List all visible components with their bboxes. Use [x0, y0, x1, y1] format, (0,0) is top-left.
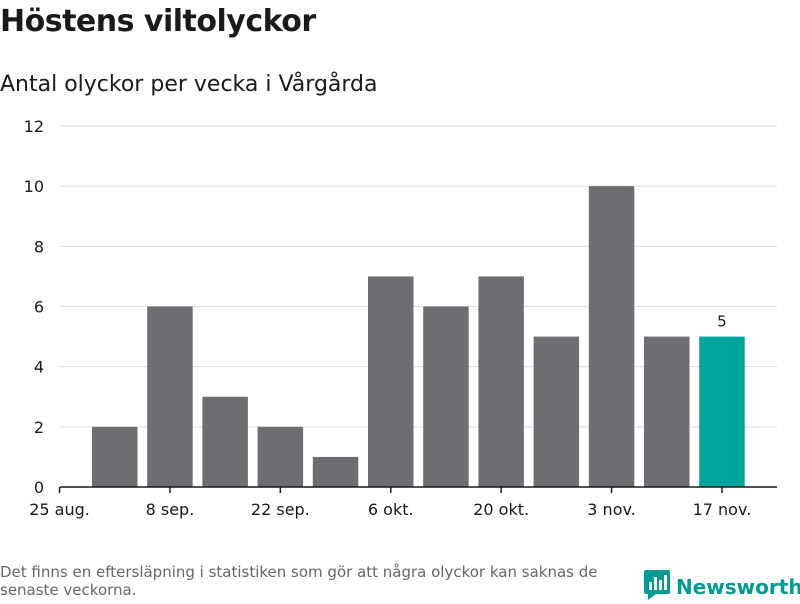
x-tick-label: 3 nov.	[587, 500, 636, 519]
data-labels: 5	[717, 313, 727, 331]
y-tick-label: 10	[24, 177, 44, 196]
y-tick-label: 6	[34, 298, 44, 317]
footnote: Det finns en eftersläpning i statistiken…	[0, 563, 598, 599]
x-tick-label: 8 sep.	[146, 500, 195, 519]
bar	[644, 336, 690, 487]
x-tick-label: 17 nov.	[693, 500, 752, 519]
x-tick-label: 20 okt.	[473, 500, 529, 519]
newsworthy-logo-icon	[644, 570, 670, 604]
bar	[257, 426, 304, 487]
brand-logo[interactable]: Newsworthy	[644, 570, 800, 604]
bar	[533, 336, 580, 487]
bar	[478, 276, 524, 487]
x-tick-label: 6 okt.	[368, 500, 414, 519]
x-tick-label: 22 sep.	[251, 500, 310, 519]
bar	[423, 306, 469, 487]
brand-name: Newsworthy	[676, 575, 800, 599]
y-tick-label: 2	[34, 418, 44, 437]
y-tick-label: 0	[34, 478, 44, 497]
bar	[147, 306, 193, 487]
y-tick-label: 12	[24, 117, 44, 136]
chart-title: Höstens viltolyckor	[0, 4, 316, 39]
data-label: 5	[717, 313, 727, 331]
bar	[202, 396, 248, 487]
chart-subtitle: Antal olyckor per vecka i Vårgårda	[0, 72, 378, 97]
y-tick-label: 4	[34, 358, 44, 377]
bar	[92, 426, 138, 487]
bar-highlighted	[699, 336, 745, 487]
bar-chart: 0 2 4 6 8 10 12 5 25 aug. 8 sep. 22 sep. 6 okt. 20…	[24, 117, 777, 519]
y-tick-label: 8	[34, 237, 44, 256]
bar	[312, 456, 359, 487]
bar	[368, 276, 414, 487]
y-axis-ticks: 0 2 4 6 8 10 12	[24, 117, 44, 497]
x-tick-label: 25 aug.	[29, 500, 90, 519]
bar	[588, 186, 635, 487]
bars	[92, 186, 745, 487]
x-axis: 25 aug. 8 sep. 22 sep. 6 okt. 20 okt. 3 nov. 1…	[29, 486, 777, 519]
